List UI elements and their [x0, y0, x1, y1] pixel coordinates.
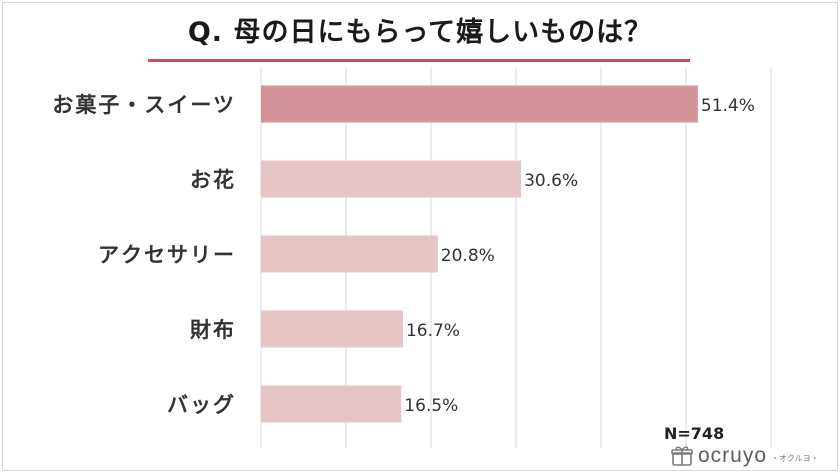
- value-label: 51.4%: [701, 96, 755, 116]
- value-label: 16.7%: [406, 321, 460, 341]
- bar: [261, 385, 402, 423]
- bar: [261, 310, 403, 348]
- title-underline: [148, 59, 690, 62]
- bar: [261, 235, 438, 273]
- category-label: お菓子・スイーツ: [52, 93, 236, 117]
- value-label: 16.5%: [404, 396, 458, 416]
- brand-subtitle: ・オクルヨ・: [771, 453, 819, 463]
- sample-size-label: N=748: [664, 424, 725, 443]
- gift-icon: [671, 446, 693, 466]
- brand-name: ocruyo: [698, 444, 768, 467]
- chart-title: Q. 母の日にもらって嬉しいものは？: [187, 17, 653, 48]
- bar: [261, 160, 522, 198]
- category-label: アクセサリー: [98, 243, 236, 267]
- category-label: 財布: [190, 318, 236, 342]
- value-label: 30.6%: [524, 171, 578, 191]
- category-label: バッグ: [167, 393, 236, 417]
- category-label: お花: [190, 168, 236, 192]
- value-label: 20.8%: [441, 246, 495, 266]
- brand-logo: ocruyo ・オクルヨ・: [670, 444, 819, 468]
- bar: [261, 85, 698, 123]
